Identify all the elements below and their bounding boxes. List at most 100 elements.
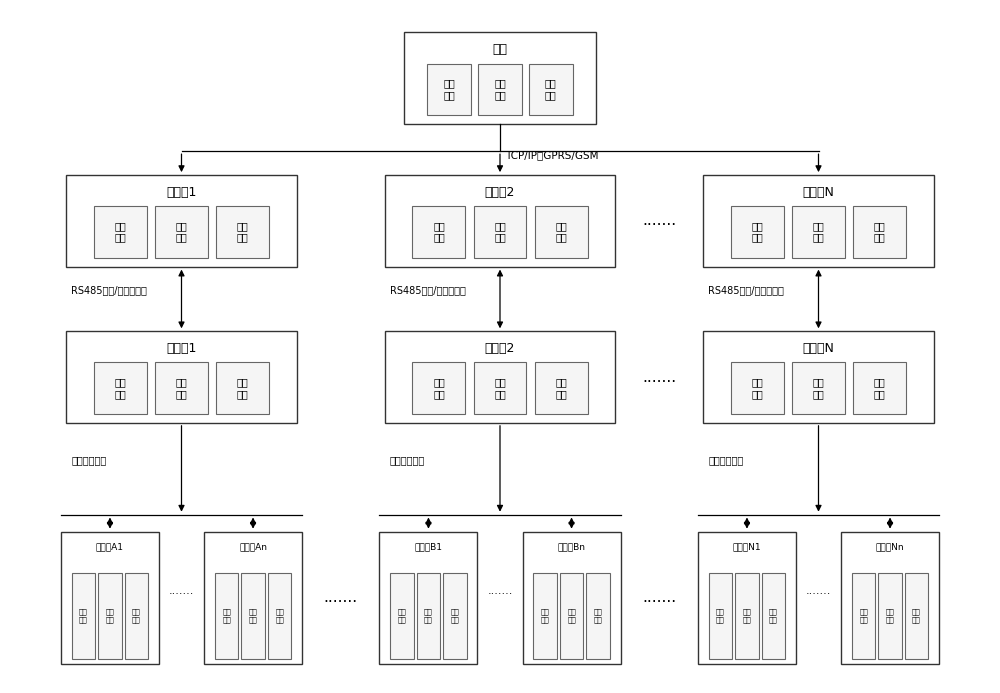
Text: 存储
模块: 存储 模块 [176,377,187,399]
Text: 电源
模块: 电源 模块 [433,221,445,243]
Text: .......: ....... [642,590,676,605]
Bar [155,207,208,258]
Bar [390,572,414,659]
Text: RS485总线/微功率无线: RS485总线/微功率无线 [71,286,147,295]
Bar [412,207,465,258]
Bar [216,362,269,414]
Text: 用户表N1: 用户表N1 [733,543,761,552]
Bar [535,207,588,258]
Text: 采集夨N: 采集夨N [803,342,834,355]
Text: 自检
模块: 自检 模块 [275,608,284,623]
Bar [66,175,297,267]
Bar [268,572,291,659]
Text: 自检
模块: 自检 模块 [555,221,567,243]
Text: .......: ....... [487,586,513,596]
Bar [474,362,526,414]
Text: 存储
模块: 存储 模块 [249,608,257,623]
Bar [98,572,122,659]
Text: 电源
模块: 电源 模块 [115,377,126,399]
Bar [529,64,573,115]
Bar [586,572,610,659]
Text: RS485总线/微功率无线: RS485总线/微功率无线 [708,286,784,295]
Text: 采集夨1: 采集夨1 [166,342,197,355]
Bar [385,175,615,267]
Bar [412,362,465,414]
Bar [878,572,902,659]
Text: .......: ....... [324,590,358,605]
Text: .......: ....... [642,369,676,385]
Text: .......: ....... [806,586,831,596]
Text: 欧洲仳表总线: 欧洲仳表总线 [390,455,425,466]
Bar [474,207,526,258]
Text: 用户表Nn: 用户表Nn [876,543,904,552]
Text: 自检
模块: 自检 模块 [874,377,885,399]
Text: 集中夨1: 集中夨1 [166,186,197,199]
Text: 用户表Bn: 用户表Bn [558,543,586,552]
Bar [216,207,269,258]
Text: RS485总线/微功率无线: RS485总线/微功率无线 [390,286,466,295]
Text: 用户表B1: 用户表B1 [414,543,442,552]
Text: 电源
模块: 电源 模块 [859,608,868,623]
Text: 存储
模块: 存储 模块 [424,608,433,623]
Bar [703,175,934,267]
Bar [852,572,875,659]
Text: 集中夨N: 集中夨N [803,186,834,199]
Text: 电源
模块: 电源 模块 [716,608,725,623]
Bar [792,207,845,258]
Text: 采集夨2: 采集夨2 [485,342,515,355]
Text: 自检
模块: 自检 模块 [594,608,602,623]
Text: 存储
模块: 存储 模块 [494,377,506,399]
Bar [853,207,906,258]
Text: 电源
模块: 电源 模块 [443,78,455,100]
Bar [125,572,148,659]
Text: 用户表An: 用户表An [239,543,267,552]
Text: 存储
模块: 存储 模块 [813,221,824,243]
Bar [66,331,297,423]
Text: 存储
模块: 存储 模块 [813,377,824,399]
Bar [792,362,845,414]
Bar [404,33,596,124]
Text: 电源
模块: 电源 模块 [79,608,88,623]
Text: 用户表A1: 用户表A1 [96,543,124,552]
Text: 电源
模块: 电源 模块 [433,377,445,399]
Bar [698,532,796,664]
Text: TCP/IP或GPRS/GSM: TCP/IP或GPRS/GSM [505,150,598,159]
Text: 电源
模块: 电源 模块 [115,221,126,243]
Text: 自检
模块: 自检 模块 [451,608,459,623]
Text: 集中夨2: 集中夨2 [485,186,515,199]
Text: 电源
模块: 电源 模块 [222,608,231,623]
Text: 存储
模块: 存储 模块 [494,221,506,243]
Bar [478,64,522,115]
Bar [905,572,928,659]
Bar [731,362,784,414]
Text: .......: ....... [642,213,676,229]
Bar [853,362,906,414]
Text: 自检
模块: 自检 模块 [237,377,248,399]
Text: 存储
模块: 存储 模块 [567,608,576,623]
Bar [731,207,784,258]
Bar [241,572,265,659]
Bar [841,532,939,664]
Text: 自检
模块: 自检 模块 [912,608,921,623]
Text: 自检
模块: 自检 模块 [237,221,248,243]
Text: .......: ....... [169,586,194,596]
Text: 自检
模块: 自检 模块 [545,78,557,100]
Bar [94,362,147,414]
Bar [427,64,471,115]
Bar [155,362,208,414]
Text: 存储
模块: 存储 模块 [494,78,506,100]
Bar [703,331,934,423]
Bar [379,532,477,664]
Bar [709,572,732,659]
Bar [735,572,759,659]
Bar [560,572,583,659]
Text: 电源
模块: 电源 模块 [752,377,763,399]
Text: 存储
模块: 存储 模块 [886,608,894,623]
Bar [61,532,159,664]
Text: 电源
模块: 电源 模块 [398,608,406,623]
Text: 欧洲仳表总线: 欧洲仳表总线 [71,455,106,466]
Text: 自检
模块: 自检 模块 [555,377,567,399]
Bar [443,572,467,659]
Text: 主站: 主站 [492,43,508,56]
Text: 存储
模块: 存储 模块 [176,221,187,243]
